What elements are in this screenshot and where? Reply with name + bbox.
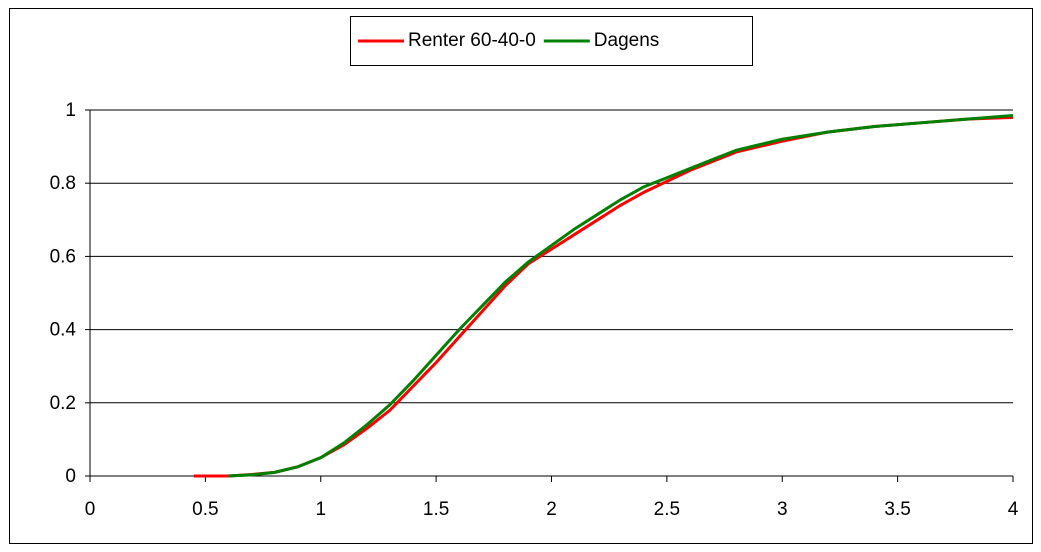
x-tick-label: 1.5 xyxy=(423,499,449,520)
y-tick-label: 0.6 xyxy=(50,246,76,267)
x-tick-label: 2 xyxy=(546,499,557,520)
x-tick-label: 0 xyxy=(85,499,96,520)
y-tick-label: 0.4 xyxy=(50,320,77,341)
legend-label: Dagens xyxy=(594,30,660,51)
x-tick-label: 1 xyxy=(315,499,326,520)
y-tick-label: 0.8 xyxy=(50,173,76,194)
x-tick-label: 0.5 xyxy=(192,499,218,520)
x-tick-label: 3 xyxy=(777,499,788,520)
chart-border xyxy=(9,8,1033,544)
x-tick-label: 3.5 xyxy=(884,499,910,520)
legend-label: Renter 60-40-0 xyxy=(408,30,536,51)
x-tick-label: 2.5 xyxy=(654,499,680,520)
y-tick-label: 1 xyxy=(65,100,76,121)
series-line xyxy=(228,113,1014,478)
y-tick-label: 0.2 xyxy=(50,393,76,414)
x-tick-label: 4 xyxy=(1008,499,1019,520)
y-tick-label: 0 xyxy=(65,466,76,487)
